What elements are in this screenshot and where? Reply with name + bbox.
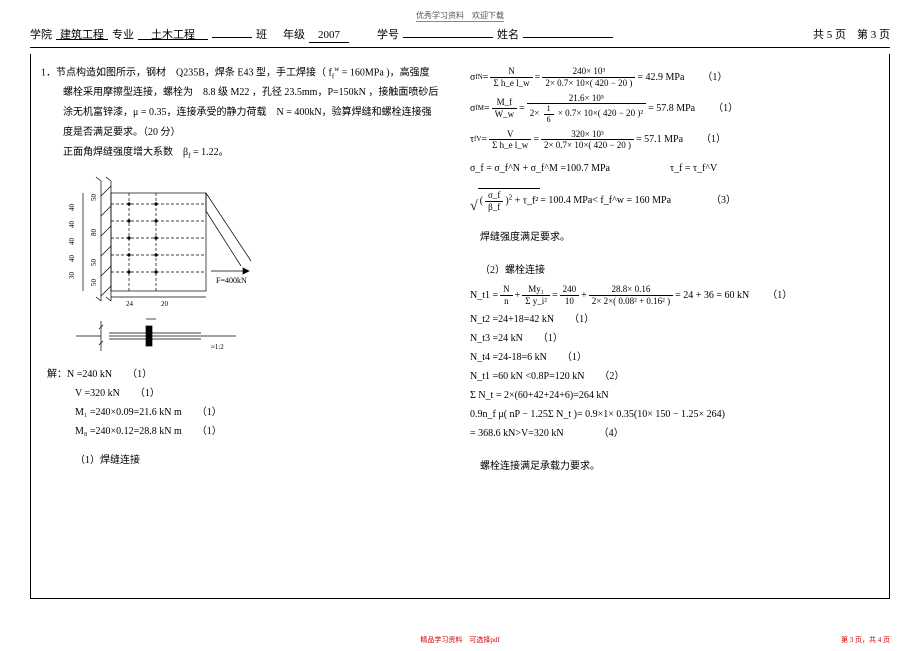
q-line5b: = 1.22。	[190, 147, 228, 158]
calc-N: N =240 kN （1）	[67, 369, 152, 380]
calc-V: V =320 kN （1）	[47, 384, 450, 403]
sigma-M-formula: σfM = M_fW_w = 21.6× 10⁵ 2× 16 × 0.7× 10…	[470, 93, 879, 125]
label-college: 学院	[30, 26, 52, 42]
Nt2: N_t2 =24+18=42 kN （1）	[470, 310, 879, 329]
footer-mid: 精品学习资料 可选择pdf	[420, 635, 499, 645]
page-indicator: 共 5 页 第 3 页	[813, 26, 890, 42]
combined-stress: (σ_fβ_f)2 + τ_f² = 100.4 MPa< f_f^w = 16…	[470, 188, 879, 214]
svg-text:50: 50	[90, 259, 98, 267]
left-solution: 解：N =240 kN （1） V =320 kN （1） M₁ =240×0.…	[41, 365, 450, 470]
svg-text:40: 40	[68, 255, 76, 263]
sigma-N-formula: σfN = NΣ h_e l_w = 240× 10³2× 0.7× 10×( …	[470, 66, 879, 89]
solve-label: 解：	[47, 369, 67, 380]
calc-M1: M₁ =240×0.09=21.6 kN m （1）	[47, 403, 450, 422]
sigma-sum: σ_f = σ_f^N + σ_f^M =100.7 MPa τ_f = τ_f…	[470, 159, 879, 178]
weld-ok: 焊缝强度满足要求。	[470, 228, 879, 247]
svg-text:30: 30	[68, 272, 76, 280]
svg-text:≈1:2: ≈1:2	[211, 343, 224, 351]
connection-diagram: F=400kN 40 40 40 40 30 50 80 50 50	[61, 171, 291, 361]
content-frame: 1．节点构造如图所示，钢材 Q235B，焊条 E43 型，手工焊接（ ffw =…	[30, 54, 890, 599]
value-major: 土木工程	[138, 26, 208, 40]
bolt-ok: 螺栓连接满足承载力要求。	[470, 457, 879, 476]
label-name: 姓名	[497, 26, 519, 42]
Nt1-formula: N_t1 = Nn + My₁Σ y_i² = 24010 + 28.8× 0.…	[470, 284, 879, 307]
q-line2: 螺栓采用摩擦型连接，螺栓为 8.8 级 M22 ，孔径 23.5mm，P=150…	[41, 83, 450, 103]
svg-text:40: 40	[68, 204, 76, 212]
Nt3: N_t3 =24 kN （1）	[470, 329, 879, 348]
label-class: 班	[256, 26, 267, 42]
tau-V-formula: τfV = VΣ h_e l_w = 320× 10³2× 0.7× 10×( …	[470, 129, 879, 152]
svg-text:20: 20	[161, 300, 169, 308]
section-1-title: （1）焊缝连接	[47, 451, 450, 470]
friction-calc: 0.9n_f μ( nP − 1.25Σ N_t )= 0.9×1× 0.35(…	[470, 405, 879, 424]
Nt4: N_t4 =24-18=6 kN （1）	[470, 348, 879, 367]
value-sid	[403, 24, 493, 38]
friction-result: = 368.6 kN>V=320 kN （4）	[470, 424, 879, 443]
value-class	[212, 24, 252, 38]
value-college: 建筑工程	[56, 26, 108, 40]
value-grade: 2007	[309, 29, 349, 43]
section-2-title: （2）螺栓连接	[470, 261, 879, 280]
sum-Nt: Σ N_t = 2×(60+42+24+6)=264 kN	[470, 386, 879, 405]
label-sid: 学号	[377, 26, 399, 42]
svg-text:F=400kN: F=400kN	[216, 276, 247, 285]
q-line3: 涂无机富锌漆，μ = 0.35，连接承受的静力荷载 N = 400kN，验算焊缝…	[41, 103, 450, 123]
label-grade: 年级	[283, 26, 305, 42]
svg-text:40: 40	[68, 238, 76, 246]
page-footer: 精品学习资料 可选择pdf 第 3 页，共 4 页	[0, 635, 920, 645]
q-line1b: = 160MPa )，高强度	[339, 67, 429, 78]
svg-text:40: 40	[68, 221, 76, 229]
q-line4: 度是否满足要求。（20 分）	[41, 123, 450, 143]
exam-header: 学院 建筑工程 专业 土木工程 班 年级 2007 学号 姓名 共 5 页 第 …	[30, 24, 890, 48]
footer-right: 第 3 页，共 4 页	[841, 635, 890, 645]
q-line1: 1．节点构造如图所示，钢材 Q235B，焊条 E43 型，手工焊接（ f	[41, 67, 332, 78]
calc-M8: M₈ =240×0.12=28.8 kN m （1）	[47, 422, 450, 441]
Nt1-check: N_t1 =60 kN <0.8P=120 kN （2）	[470, 367, 879, 386]
label-major: 专业	[112, 26, 134, 42]
right-column: σfN = NΣ h_e l_w = 240× 10³2× 0.7× 10×( …	[470, 62, 879, 586]
question-text: 1．节点构造如图所示，钢材 Q235B，焊条 E43 型，手工焊接（ ffw =…	[41, 62, 450, 163]
svg-text:50: 50	[90, 279, 98, 287]
q-line5: 正面角焊缝强度增大系数 β	[63, 147, 188, 158]
left-column: 1．节点构造如图所示，钢材 Q235B，焊条 E43 型，手工焊接（ ffw =…	[41, 62, 450, 586]
svg-text:80: 80	[90, 229, 98, 237]
svg-text:24: 24	[126, 300, 134, 308]
top-note-text: 优秀学习资料 欢迎下载	[416, 10, 504, 22]
top-watermark: 优秀学习资料 欢迎下载	[30, 10, 890, 22]
value-name	[523, 24, 613, 38]
svg-text:50: 50	[90, 194, 98, 202]
